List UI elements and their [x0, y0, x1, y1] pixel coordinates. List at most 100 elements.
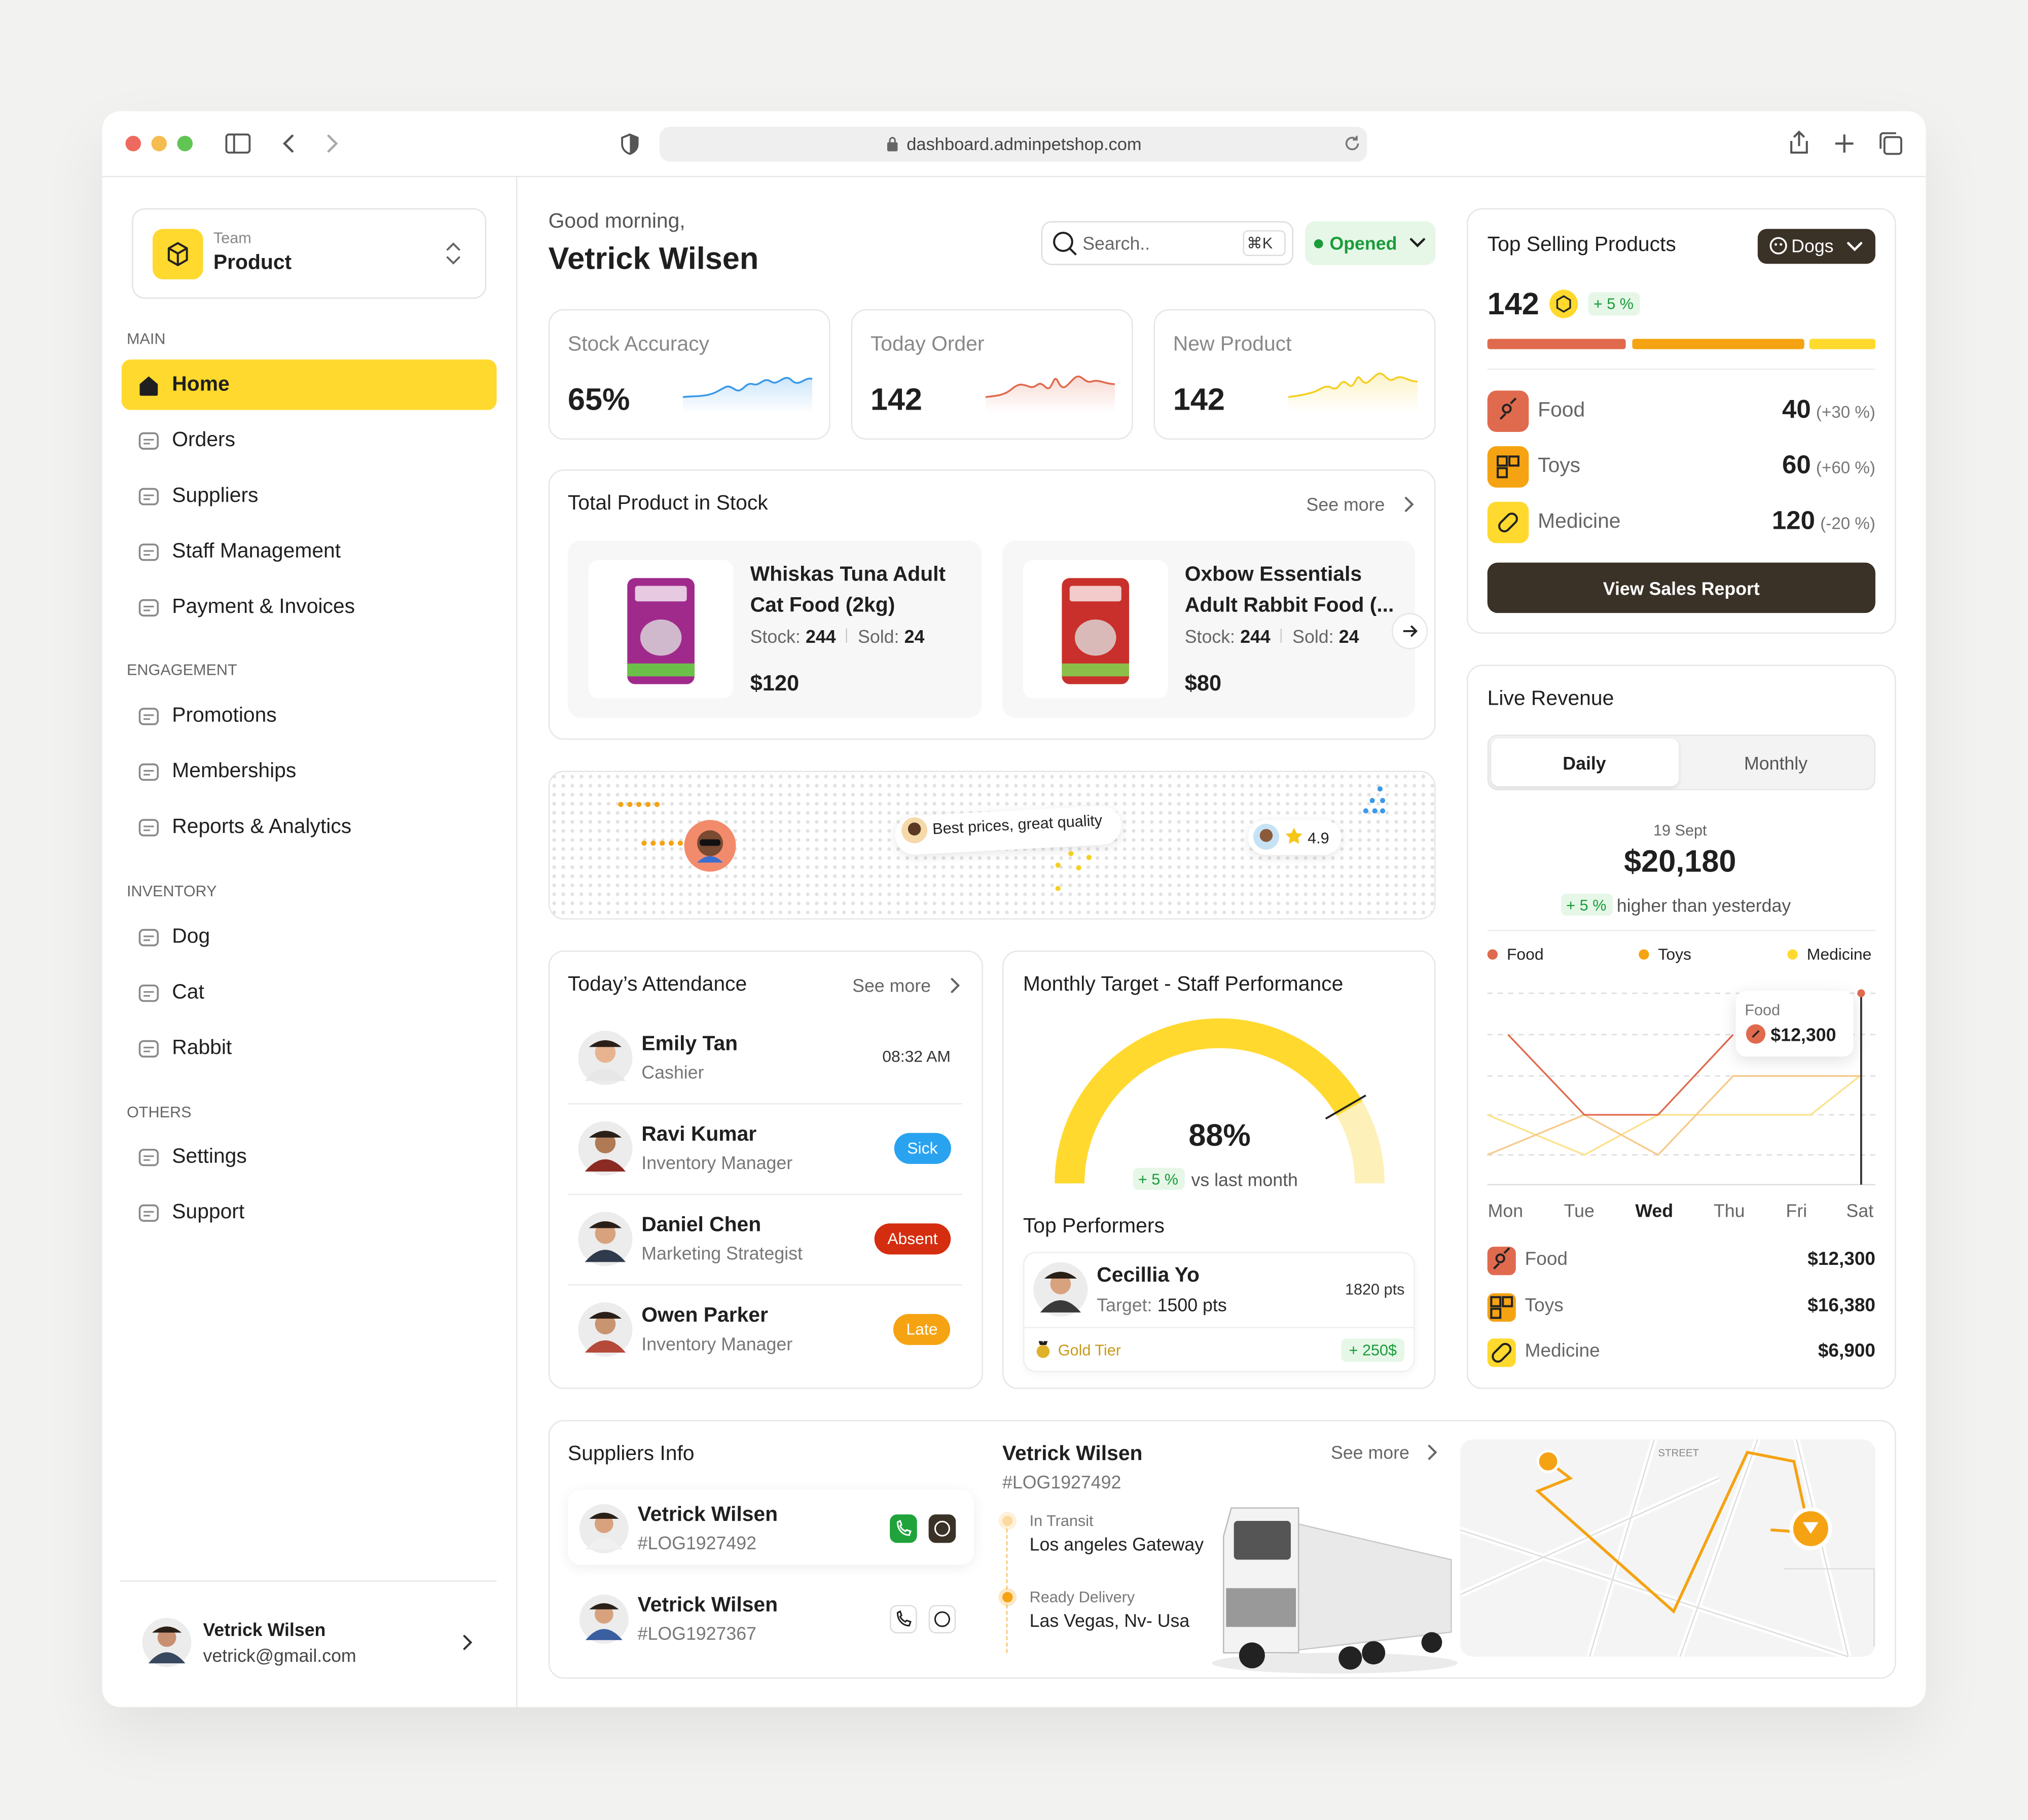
- tab[interactable]: Daily: [1563, 752, 1606, 773]
- nav-item[interactable]: Staff Management: [172, 541, 341, 563]
- avatar: [1033, 1262, 1088, 1317]
- new-tab-icon[interactable]: [1833, 132, 1856, 155]
- nav-item[interactable]: Payment & Invoices: [172, 597, 355, 619]
- card-title: Total Product in Stock: [567, 493, 768, 516]
- tab[interactable]: Monthly: [1744, 752, 1808, 773]
- stat-value: 65%: [567, 382, 630, 417]
- back-icon[interactable]: [282, 134, 295, 153]
- check-in-time: 08:32 AM: [882, 1047, 951, 1065]
- forward-icon[interactable]: [326, 134, 339, 153]
- row-divider: [567, 1103, 962, 1105]
- share-bar-medicine: [1809, 339, 1875, 349]
- sidebar-toggle-icon[interactable]: [225, 133, 251, 154]
- nav-icon: [137, 816, 160, 840]
- product-image: [625, 573, 697, 686]
- performer-divider: [1023, 1327, 1415, 1328]
- nav-item[interactable]: Settings: [172, 1146, 247, 1169]
- user-greeting-name: Vetrick Wilsen: [548, 241, 759, 276]
- nav-item[interactable]: Home: [172, 374, 230, 396]
- avatar: [142, 1618, 192, 1667]
- avatar: [578, 1121, 633, 1176]
- nav-item[interactable]: Dog: [172, 926, 210, 949]
- tooltip-label: Food: [1745, 1000, 1781, 1019]
- nav-item[interactable]: Cat: [172, 982, 204, 1004]
- chart-tooltip: [1735, 991, 1854, 1057]
- step-status: Ready Delivery: [1029, 1588, 1135, 1606]
- status: Opened: [1329, 232, 1397, 253]
- card-title: Top Selling Products: [1487, 234, 1676, 257]
- category-value: 120: [1771, 507, 1816, 536]
- nav-item[interactable]: Memberships: [172, 760, 297, 783]
- change-text: vs last month: [1191, 1169, 1298, 1189]
- nav-icon: [137, 760, 160, 784]
- day-label: Fri: [1786, 1199, 1807, 1221]
- stat-card: [851, 309, 1133, 440]
- change-pill: [1561, 893, 1613, 916]
- search-box[interactable]: [1041, 221, 1294, 265]
- window-dot: [125, 135, 141, 152]
- map-roads: [1459, 1438, 1875, 1660]
- team-name: Product: [213, 252, 292, 275]
- revenue-date: 19 Sept: [1653, 821, 1707, 840]
- tab-active[interactable]: [1491, 738, 1679, 787]
- see-more[interactable]: See more: [1331, 1441, 1409, 1463]
- chat-button[interactable]: [928, 1605, 956, 1633]
- product-price: $120: [750, 671, 800, 696]
- performer-box: [1023, 1252, 1415, 1372]
- product-name: Whiskas Tuna Adult Cat Food (2kg): [750, 564, 946, 617]
- reload-icon[interactable]: [1344, 134, 1361, 153]
- next-button[interactable]: [1391, 613, 1428, 649]
- staff-role: Inventory Manager: [641, 1151, 793, 1173]
- change-pill: [1588, 292, 1640, 316]
- window-dot: [151, 135, 167, 152]
- supplier-id: #LOG1927492: [637, 1532, 756, 1553]
- top-selling-total: 142: [1487, 286, 1539, 322]
- nav-item[interactable]: Promotions: [172, 705, 277, 727]
- staff-name: Owen Parker: [641, 1305, 768, 1328]
- url-bar[interactable]: [660, 127, 1367, 162]
- share-bar-food: [1487, 339, 1626, 349]
- sales-report-button[interactable]: [1487, 562, 1875, 613]
- product-price: $80: [1184, 671, 1222, 696]
- sparkline: [985, 369, 1115, 413]
- change-value: + 5 %: [1593, 295, 1634, 313]
- nav-item[interactable]: Suppliers: [172, 485, 259, 507]
- status-badge: Late: [893, 1314, 951, 1345]
- stat-label: Today Order: [870, 334, 985, 356]
- stat-label: New Product: [1173, 334, 1292, 356]
- change-value: + 5 %: [1566, 896, 1607, 915]
- shipment-name: Vetrick Wilsen: [1002, 1443, 1143, 1466]
- filter-button[interactable]: [1757, 229, 1875, 264]
- tabs-icon[interactable]: [1878, 131, 1904, 157]
- stock-label: Stock:: [1184, 626, 1235, 647]
- share-icon[interactable]: [1788, 129, 1811, 155]
- nav-section-title: ENGAGEMENT: [127, 661, 237, 679]
- tooltip-icon: [1746, 1024, 1766, 1044]
- category-total: $16,380: [1807, 1296, 1875, 1317]
- stat-separator: [1281, 628, 1282, 643]
- nav-icon: [137, 1037, 160, 1061]
- title-bar-divider: [102, 175, 1926, 177]
- card-title: Today’s Attendance: [567, 974, 747, 997]
- call-button[interactable]: [890, 1514, 917, 1543]
- nav-item[interactable]: Orders: [172, 429, 236, 452]
- team-switcher[interactable]: [132, 208, 487, 299]
- nav-item[interactable]: Reports & Analytics: [172, 816, 352, 839]
- chevron-icon: [948, 978, 961, 994]
- product-stock-line: Stock: 244 Sold: 24: [750, 625, 925, 648]
- card-title: Suppliers Info: [567, 1443, 695, 1466]
- chevron-icon: [1425, 1444, 1438, 1460]
- target-value: 1500 pts: [1157, 1294, 1227, 1316]
- call-button[interactable]: [890, 1605, 917, 1633]
- nav-item[interactable]: Rabbit: [172, 1037, 232, 1060]
- see-more[interactable]: See more: [852, 974, 931, 996]
- tier: Gold Tier: [1058, 1340, 1121, 1359]
- see-more[interactable]: See more: [1306, 493, 1385, 515]
- star-icon: [1285, 827, 1302, 845]
- stat-value: 142: [1173, 382, 1225, 417]
- nav-item[interactable]: Support: [172, 1202, 245, 1224]
- shipment-id: #LOG1927492: [1002, 1471, 1121, 1492]
- step-place: Las Vegas, Nv- Usa: [1029, 1609, 1190, 1630]
- chat-button[interactable]: [928, 1514, 956, 1543]
- coin-icon: [1549, 289, 1578, 318]
